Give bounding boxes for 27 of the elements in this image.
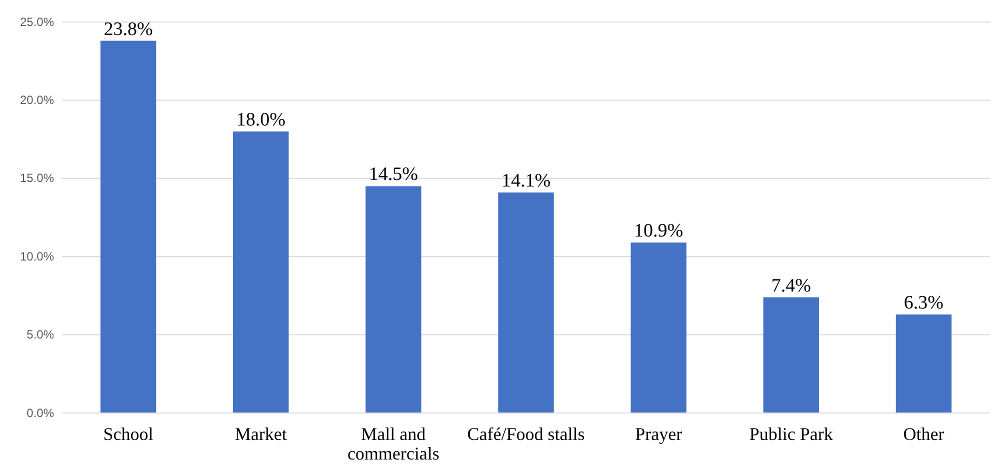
- bar: [630, 242, 686, 413]
- x-tick-label: Public Park: [749, 424, 833, 444]
- x-tick-label: Café/Food stalls: [467, 424, 585, 444]
- y-tick-label: 10.0%: [20, 249, 54, 264]
- bar: [366, 186, 422, 413]
- bar: [763, 297, 819, 413]
- y-tick-label: 0.0%: [26, 406, 54, 420]
- data-label: 14.1%: [501, 170, 551, 192]
- x-tick-label: Prayer: [635, 424, 682, 444]
- data-label: 7.4%: [771, 275, 812, 296]
- data-label: 18.0%: [236, 109, 286, 130]
- bar: [100, 40, 156, 413]
- bar: [896, 314, 952, 413]
- y-tick-label: 25.0%: [20, 14, 54, 29]
- x-tick-label: School: [103, 424, 154, 444]
- data-label: 14.5%: [368, 164, 418, 186]
- bar: [233, 131, 289, 413]
- x-tick-label: Other: [903, 424, 944, 444]
- y-tick-label: 15.0%: [20, 171, 54, 186]
- data-label: 10.9%: [634, 220, 684, 242]
- x-tick-label: Market: [234, 424, 287, 444]
- y-tick-label: 20.0%: [20, 93, 54, 108]
- bar: [498, 192, 554, 413]
- x-tick-label: Mall and commercials: [347, 424, 440, 464]
- data-label: 6.3%: [904, 292, 944, 314]
- y-tick-label: 5.0%: [26, 328, 54, 342]
- data-label: 23.8%: [104, 18, 153, 40]
